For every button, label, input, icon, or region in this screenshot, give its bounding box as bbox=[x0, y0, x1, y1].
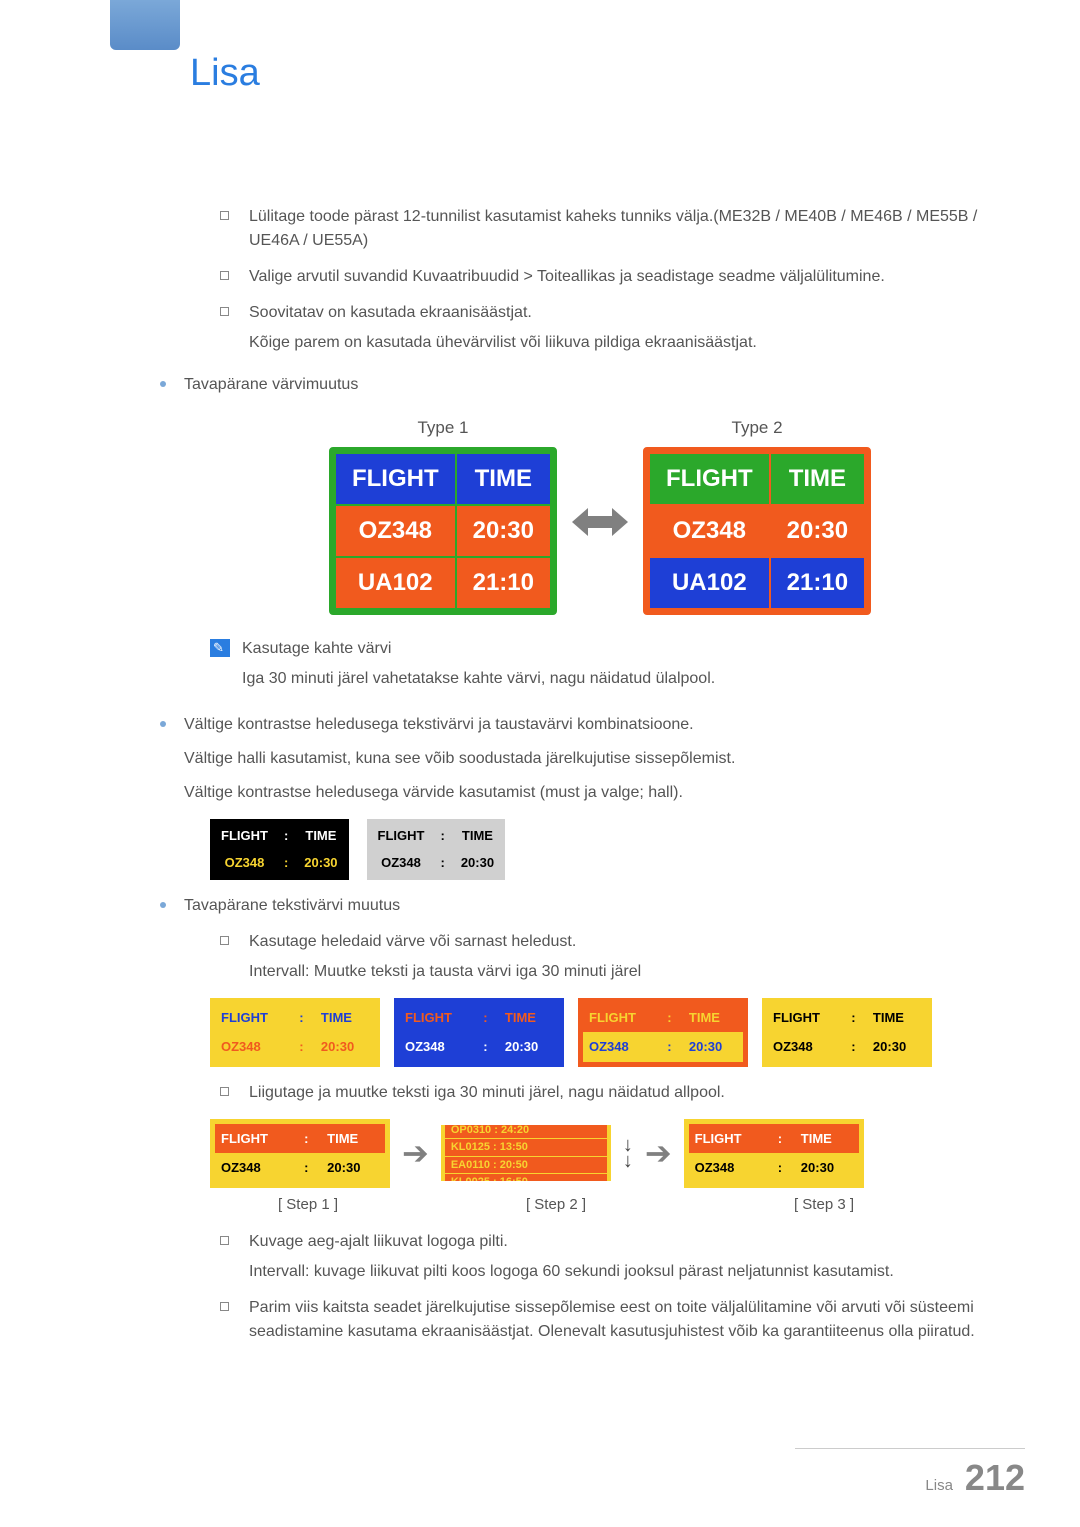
list-text: Vältige kontrastse heledusega tekstivärv… bbox=[184, 713, 735, 805]
list-item: Vältige kontrastse heledusega tekstivärv… bbox=[190, 713, 990, 805]
step-scroll-box: OP0310 : 24:20KL0125 : 13:50EA0110 : 20:… bbox=[441, 1125, 611, 1181]
list-item: Parim viis kaitsta seadet järelkujutise … bbox=[220, 1296, 990, 1344]
color-boxes-row: FLIGHT:TIMEOZ348:20:30FLIGHT:TIMEOZ348:2… bbox=[210, 998, 990, 1067]
list-text: Liigutage ja muutke teksti iga 30 minuti… bbox=[249, 1081, 725, 1105]
down-arrows-icon: ↓↓ bbox=[623, 1137, 633, 1169]
note-icon bbox=[210, 639, 230, 657]
step-label: [ Step 1 ] bbox=[210, 1194, 406, 1217]
list-text: Tavapärane tekstivärvi muutus bbox=[184, 894, 400, 918]
step-box: FLIGHT:TIME OZ348:20:30 bbox=[684, 1119, 864, 1188]
list-item: Tavapärane värvimuutus bbox=[190, 373, 990, 397]
color-flight-box: FLIGHT:TIMEOZ348:20:30 bbox=[210, 998, 380, 1067]
footer: Lisa 212 bbox=[925, 1457, 1025, 1499]
page: Lisa Lülitage toode pärast 12-tunnilist … bbox=[0, 0, 1080, 1527]
color-flight-box: FLIGHT:TIMEOZ348:20:30 bbox=[578, 998, 748, 1067]
dot-bullet-icon bbox=[160, 721, 166, 727]
square-bullet-icon bbox=[220, 1236, 229, 1245]
step-label: [ Step 3 ] bbox=[726, 1194, 922, 1217]
swap-arrow-icon bbox=[572, 500, 628, 552]
step-box: FLIGHT:TIME OZ348:20:30 bbox=[210, 1119, 390, 1188]
list-item: Tavapärane tekstivärvi muutus bbox=[190, 894, 990, 918]
arrow-right-icon: ➔ bbox=[402, 1129, 429, 1177]
list-item: Liigutage ja muutke teksti iga 30 minuti… bbox=[220, 1081, 990, 1105]
list-text: Valige arvutil suvandid Kuvaatribuudid >… bbox=[249, 265, 885, 289]
page-title: Lisa bbox=[190, 52, 1020, 95]
header-tab bbox=[110, 0, 180, 50]
type-label: Type 2 bbox=[643, 415, 871, 441]
type-label: Type 1 bbox=[329, 415, 557, 441]
square-bullet-icon bbox=[220, 1302, 229, 1311]
list-item: Lülitage toode pärast 12-tunnilist kasut… bbox=[220, 205, 990, 253]
color-flight-box: FLIGHT:TIMEOZ348:20:30 bbox=[762, 998, 932, 1067]
footer-divider bbox=[795, 1448, 1025, 1449]
note-row: Kasutage kahte värvi Iga 30 minuti järel… bbox=[210, 637, 990, 691]
page-number: 212 bbox=[965, 1457, 1025, 1499]
list-text: Soovitatav on kasutada ekraanisäästjat. … bbox=[249, 301, 757, 355]
big-tables-row: Type 1 FLIGHTTIME OZ34820:30 UA10221:10 … bbox=[210, 415, 990, 615]
list-text: Lülitage toode pärast 12-tunnilist kasut… bbox=[249, 205, 990, 253]
arrow-right-icon: ➔ bbox=[645, 1129, 672, 1177]
small-flight-table: FLIGHT:TIME OZ348:20:30 bbox=[210, 819, 349, 880]
step-labels: [ Step 1 ] [ Step 2 ] [ Step 3 ] bbox=[210, 1194, 990, 1217]
type1-block: Type 1 FLIGHTTIME OZ34820:30 UA10221:10 bbox=[329, 415, 557, 615]
flight-table-type1: FLIGHTTIME OZ34820:30 UA10221:10 bbox=[329, 447, 557, 615]
square-bullet-icon bbox=[220, 936, 229, 945]
dot-bullet-icon bbox=[160, 902, 166, 908]
type2-block: Type 2 FLIGHTTIME OZ34820:30 UA10221:10 bbox=[643, 415, 871, 615]
square-bullet-icon bbox=[220, 1087, 229, 1096]
small-flight-table: FLIGHT:TIME OZ348:20:30 bbox=[367, 819, 506, 880]
content-area: Lülitage toode pärast 12-tunnilist kasut… bbox=[190, 205, 990, 1344]
small-tables-row: FLIGHT:TIME OZ348:20:30 FLIGHT:TIME OZ34… bbox=[210, 819, 990, 880]
list-item: Kasutage heledaid värve või sarnast hele… bbox=[220, 930, 990, 984]
footer-text: Lisa bbox=[925, 1477, 953, 1494]
list-item: Valige arvutil suvandid Kuvaatribuudid >… bbox=[220, 265, 990, 289]
square-bullet-icon bbox=[220, 271, 229, 280]
dot-bullet-icon bbox=[160, 381, 166, 387]
list-item: Soovitatav on kasutada ekraanisäästjat. … bbox=[220, 301, 990, 355]
list-text: Parim viis kaitsta seadet järelkujutise … bbox=[249, 1296, 990, 1344]
list-item: Kuvage aeg-ajalt liikuvat logoga pilti. … bbox=[220, 1230, 990, 1284]
square-bullet-icon bbox=[220, 211, 229, 220]
flight-table-type2: FLIGHTTIME OZ34820:30 UA10221:10 bbox=[643, 447, 871, 615]
list-text: Tavapärane värvimuutus bbox=[184, 373, 358, 397]
note-text: Kasutage kahte värvi Iga 30 minuti järel… bbox=[242, 637, 715, 691]
list-text: Kuvage aeg-ajalt liikuvat logoga pilti. … bbox=[249, 1230, 894, 1284]
list-text: Kasutage heledaid värve või sarnast hele… bbox=[249, 930, 641, 984]
step-label: [ Step 2 ] bbox=[458, 1194, 654, 1217]
color-flight-box: FLIGHT:TIMEOZ348:20:30 bbox=[394, 998, 564, 1067]
square-bullet-icon bbox=[220, 307, 229, 316]
steps-row: FLIGHT:TIME OZ348:20:30 ➔ OP0310 : 24:20… bbox=[210, 1119, 990, 1188]
